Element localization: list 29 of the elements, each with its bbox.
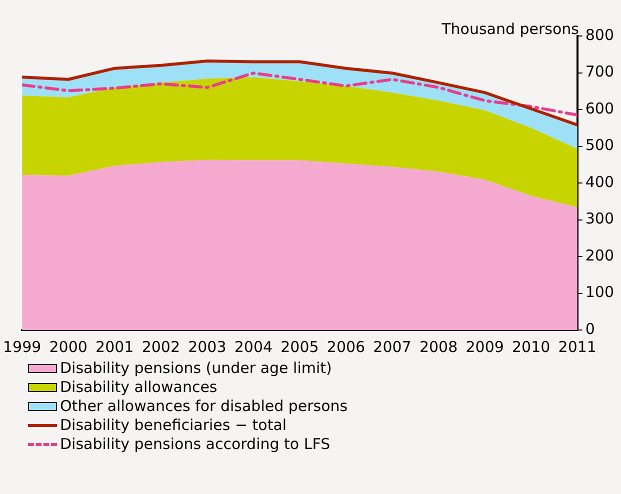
y-tick-label: 0 <box>585 320 595 338</box>
x-tick-label: 2009 <box>466 338 504 356</box>
y-tick-label: 500 <box>585 136 614 154</box>
x-tick-label: 2011 <box>558 338 596 356</box>
x-tick-label: 2004 <box>234 338 273 356</box>
y-tick-label: 700 <box>585 62 614 81</box>
x-tick-label: 2001 <box>96 338 134 356</box>
x-tick-label: 2008 <box>419 338 458 356</box>
y-tick-label: 200 <box>585 246 614 264</box>
x-tick-label: 2006 <box>326 338 366 356</box>
x-tick-label: 2005 <box>280 338 319 356</box>
y-tick-label: 800 <box>585 26 614 44</box>
x-tick-label: 2003 <box>188 338 226 356</box>
y-tick-label: 600 <box>585 99 614 118</box>
x-tick-label: 2007 <box>373 338 412 356</box>
y-tick-label: 100 <box>585 283 614 302</box>
y-tick-label: 300 <box>585 210 614 228</box>
legend-label: Other allowances for disabled persons <box>60 397 348 416</box>
line-series <box>22 72 578 117</box>
series-label: Disability pensions (under age limit) <box>60 359 332 378</box>
x-tick-label: 2000 <box>49 338 88 356</box>
y-tick-label: 400 <box>585 172 614 191</box>
legend-label: Disability beneficiaries − total <box>60 416 287 435</box>
legend-label: Disability pensions according to LFS <box>60 435 330 454</box>
legend-label: Disability allowances <box>60 378 218 397</box>
x-tick-label: 2002 <box>142 338 180 356</box>
y-axis-title: Thousand persons <box>442 20 579 38</box>
x-tick-label: 1999 <box>2 338 42 356</box>
x-tick-label: 2010 <box>512 338 550 356</box>
